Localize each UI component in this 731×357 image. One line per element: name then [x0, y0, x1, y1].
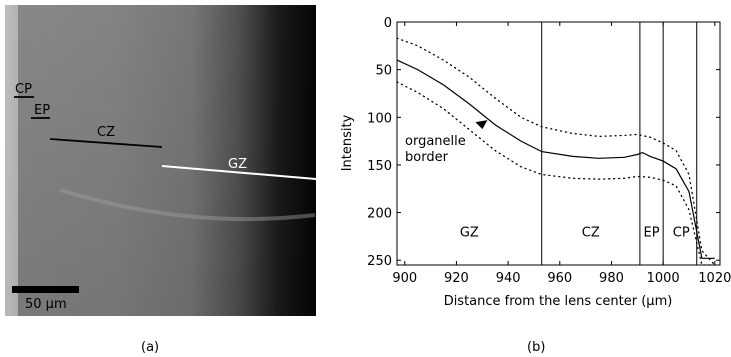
- annotation-arrow-icon: [475, 120, 488, 130]
- organelle-border-annotation: organelle border: [405, 120, 488, 165]
- y-axis-label: Intensity: [340, 114, 355, 171]
- zone-label-gz: GZ: [460, 225, 479, 240]
- y-tick-label: 0: [384, 16, 392, 31]
- zone-label-cp: CP: [673, 225, 690, 240]
- scale-bar-label: 50 µm: [25, 297, 67, 312]
- cp-label: CP: [15, 82, 32, 97]
- x-tick-label: 1000: [647, 271, 680, 286]
- panel-a-caption: (a): [141, 340, 159, 355]
- series-layer: [396, 37, 716, 266]
- intensity-line-0: [396, 59, 715, 259]
- x-ticks: 900 920 940 960 980 1000 1020: [392, 22, 731, 286]
- gz-label: GZ: [228, 157, 247, 172]
- x-tick-label: 940: [496, 271, 521, 286]
- panel-a: CP EP CZ GZ 50 µm: [5, 5, 317, 316]
- lens-edge-band: [5, 5, 18, 316]
- y-tick-label: 50: [375, 64, 392, 79]
- y-ticks: 0 50 100 150 200 250: [367, 16, 720, 269]
- fiber-arc: [59, 188, 316, 222]
- zone-label-ep: EP: [643, 225, 659, 240]
- scale-bar: [12, 286, 79, 293]
- ep-label: EP: [34, 103, 50, 118]
- annotation-line-2: border: [405, 150, 449, 165]
- annotation-line-1: organelle: [405, 134, 466, 149]
- confidence-band-line-2: [396, 81, 716, 266]
- cz-label: CZ: [97, 125, 115, 140]
- y-tick-label: 200: [367, 207, 392, 222]
- x-tick-label: 960: [547, 271, 572, 286]
- plot-frame: [396, 21, 721, 266]
- x-tick-label: 900: [392, 271, 417, 286]
- x-tick-label: 980: [599, 271, 624, 286]
- micrograph-shading: [5, 5, 316, 316]
- panel-b-caption: (b): [527, 340, 545, 355]
- x-axis-label: Distance from the lens center (µm): [444, 294, 673, 309]
- x-tick-label: 1020: [698, 271, 731, 286]
- zone-label-cz: CZ: [582, 225, 600, 240]
- zone-labels: GZ CZ EP CP: [460, 225, 690, 240]
- y-tick-label: 250: [367, 254, 392, 269]
- x-tick-label: 920: [444, 271, 469, 286]
- gz-marker-line: [161, 165, 317, 180]
- y-tick-label: 100: [367, 111, 392, 126]
- intensity-chart: 900 920 940 960 980 1000 1020 050100150200250 …: [340, 16, 731, 309]
- y-tick-label: 150: [367, 159, 392, 174]
- cz-marker-line: [49, 138, 163, 148]
